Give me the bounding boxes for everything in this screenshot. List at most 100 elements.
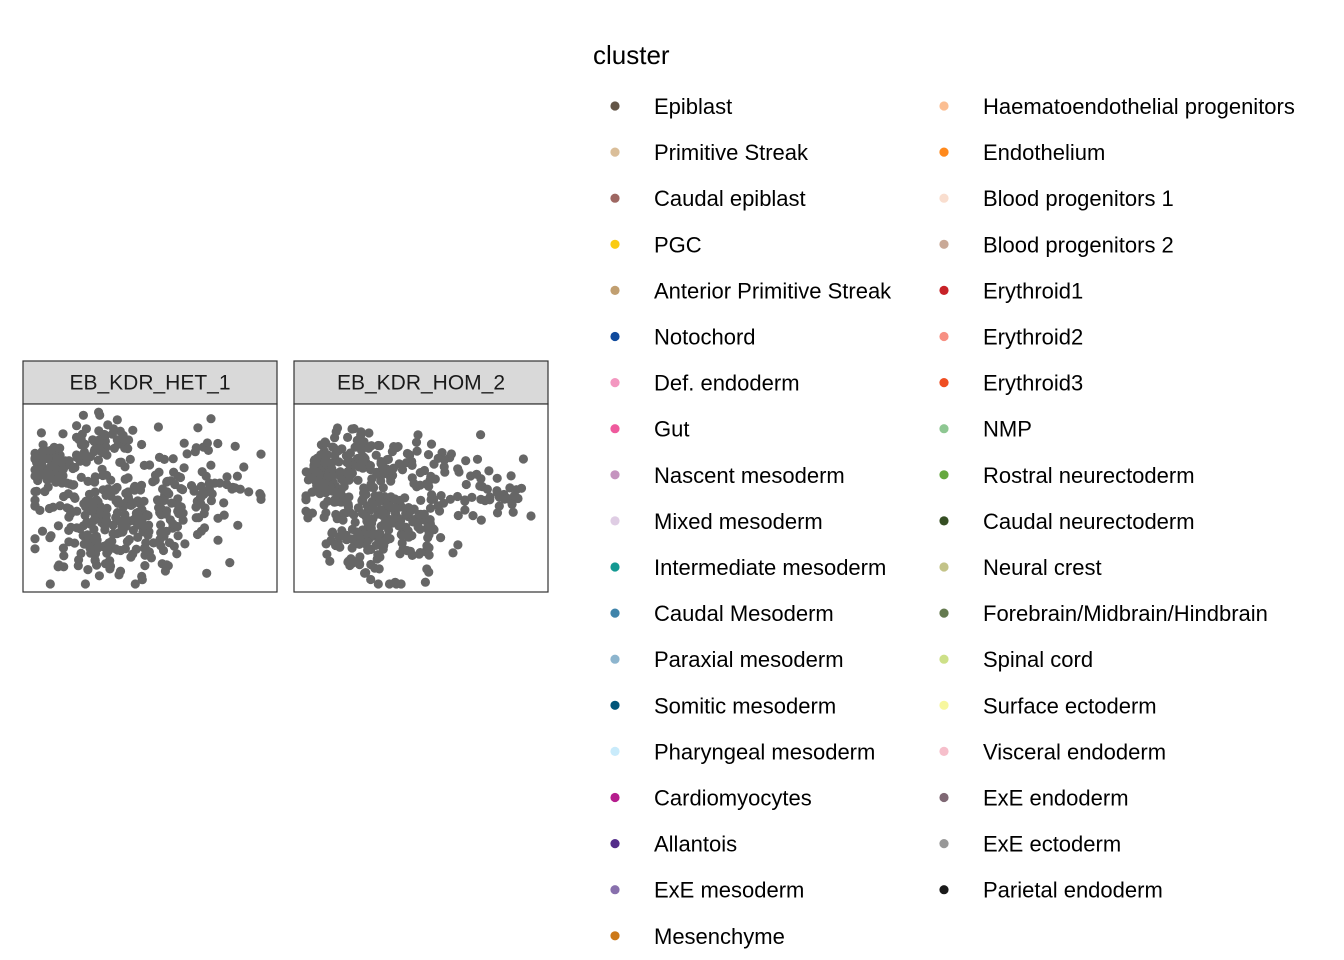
data-point (436, 491, 446, 501)
data-point (373, 579, 383, 589)
data-point (149, 538, 159, 548)
data-point (93, 543, 103, 553)
data-point (494, 501, 504, 511)
data-point (320, 450, 330, 460)
legend-label: Caudal neurectoderm (983, 509, 1195, 534)
data-point (158, 527, 168, 538)
legend-item: ExE ectoderm (939, 832, 1121, 857)
legend-item: Gut (610, 417, 689, 442)
data-point (158, 484, 168, 494)
data-point (364, 428, 374, 438)
data-point (256, 449, 266, 459)
data-point (112, 507, 123, 518)
legend-key (610, 101, 620, 111)
data-point (68, 463, 78, 474)
data-point (44, 503, 55, 514)
data-point (94, 426, 104, 436)
data-point (42, 466, 53, 476)
data-point (128, 499, 138, 509)
legend-label: PGC (654, 232, 702, 257)
data-point (485, 492, 495, 502)
data-point (472, 454, 483, 464)
legend-key (610, 285, 620, 295)
legend-item: Neural crest (939, 555, 1102, 580)
data-point (415, 548, 425, 558)
legend-item: Rostral neurectoderm (939, 463, 1195, 488)
data-point (506, 471, 516, 481)
legend-item: Endothelium (939, 140, 1105, 165)
data-point (230, 441, 240, 451)
data-point (397, 465, 408, 475)
data-point (182, 449, 192, 459)
data-point (124, 535, 134, 545)
data-point (81, 424, 91, 434)
data-point (434, 506, 445, 516)
legend-key (610, 746, 620, 757)
data-point (381, 535, 391, 546)
data-point (46, 531, 56, 541)
facet-panels: EB_KDR_HET_1 EB_KDR_HOM_2 (22, 360, 549, 593)
legend-label: Somitic mesoderm (654, 693, 836, 718)
legend-item: Caudal neurectoderm (939, 509, 1195, 534)
data-point (230, 483, 240, 493)
data-point (120, 434, 130, 445)
data-point (66, 522, 76, 533)
data-point (362, 537, 372, 547)
legend-key (939, 470, 949, 480)
data-point (353, 475, 363, 485)
data-point (404, 503, 414, 513)
data-point (45, 579, 55, 589)
data-point (131, 512, 141, 522)
data-point (508, 507, 518, 517)
legend-label: Mixed mesoderm (654, 509, 823, 534)
data-point (168, 454, 178, 464)
data-point (179, 463, 189, 473)
data-point (94, 407, 104, 417)
data-point (341, 530, 351, 540)
data-point (438, 498, 449, 508)
legend-label: Parietal endoderm (983, 878, 1163, 903)
data-point (409, 478, 419, 489)
legend-label: Blood progenitors 2 (983, 232, 1174, 257)
legend-label: Paraxial mesoderm (654, 647, 844, 672)
data-point (374, 564, 384, 574)
data-point (116, 457, 126, 467)
data-point (358, 494, 368, 504)
data-point (309, 465, 319, 475)
legend-item: Surface ectoderm (939, 693, 1157, 718)
legend-label: Allantois (654, 832, 737, 857)
data-point (90, 556, 100, 566)
legend-key (610, 331, 620, 342)
data-point (350, 517, 360, 528)
data-point (36, 428, 47, 438)
data-point (191, 513, 201, 523)
legend-item: Primitive Streak (610, 140, 809, 165)
data-point (55, 501, 65, 511)
data-point (196, 526, 206, 536)
data-point (103, 546, 113, 556)
data-point (158, 545, 169, 556)
data-point (58, 429, 68, 439)
legend-key (939, 424, 949, 434)
data-point (322, 549, 332, 559)
data-point (412, 446, 422, 456)
data-point (161, 509, 171, 519)
legend-item: ExE endoderm (939, 786, 1129, 811)
data-point (344, 475, 354, 485)
data-point (59, 551, 69, 561)
data-point (308, 487, 318, 497)
data-point (93, 455, 103, 465)
data-point (439, 462, 449, 472)
data-point (466, 471, 476, 481)
data-point (112, 415, 122, 425)
legend-label: Erythroid2 (983, 325, 1083, 350)
legend-key (939, 193, 949, 203)
data-point (369, 482, 379, 493)
legend-key (939, 792, 949, 803)
data-point (206, 414, 216, 424)
data-point (88, 501, 98, 512)
data-point (476, 474, 486, 484)
data-point (53, 521, 64, 531)
data-point (110, 485, 120, 495)
